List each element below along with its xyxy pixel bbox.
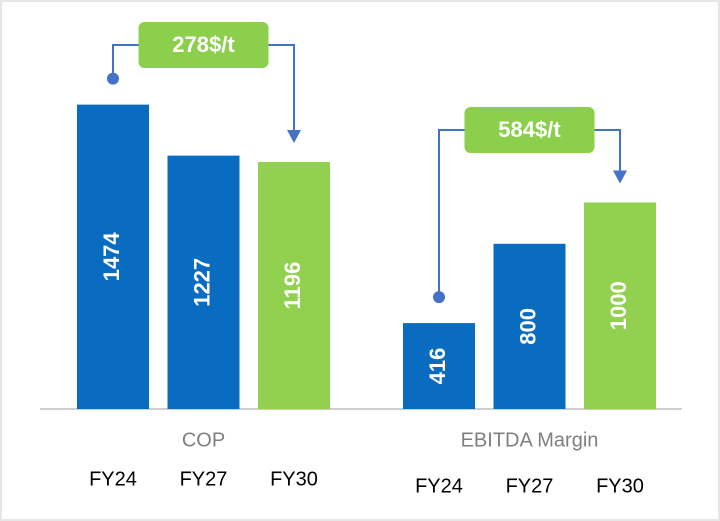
category-label: FY24 — [415, 475, 463, 497]
bar — [584, 202, 656, 409]
value-label: 1000 — [606, 281, 631, 330]
bar — [167, 155, 240, 409]
bar — [493, 243, 566, 409]
annotation: 584$/t — [498, 117, 561, 142]
value-label: 1196 — [280, 262, 305, 310]
group-label: COP — [182, 429, 225, 451]
bar — [403, 323, 475, 409]
category-label: FY24 — [89, 468, 137, 490]
value-label: 416 — [425, 348, 450, 385]
annotation-box — [464, 107, 595, 153]
connector-dot — [107, 72, 119, 85]
value-label: 1227 — [189, 258, 214, 307]
group-label: EBITDA Margin — [461, 429, 599, 451]
category-label: FY30 — [270, 468, 318, 490]
annotation: 278$/t — [172, 32, 235, 57]
connector-arrow — [287, 130, 301, 144]
bar — [77, 104, 149, 409]
category-label: FY27 — [180, 468, 228, 490]
connector-arrow — [613, 170, 627, 184]
connector-dot — [433, 291, 445, 304]
category-label: FY30 — [596, 475, 644, 497]
category-label: FY27 — [506, 475, 554, 497]
value-label: 1474 — [99, 232, 124, 282]
annotation-box — [138, 22, 269, 68]
value-label: 800 — [515, 308, 540, 345]
bar — [258, 162, 330, 409]
